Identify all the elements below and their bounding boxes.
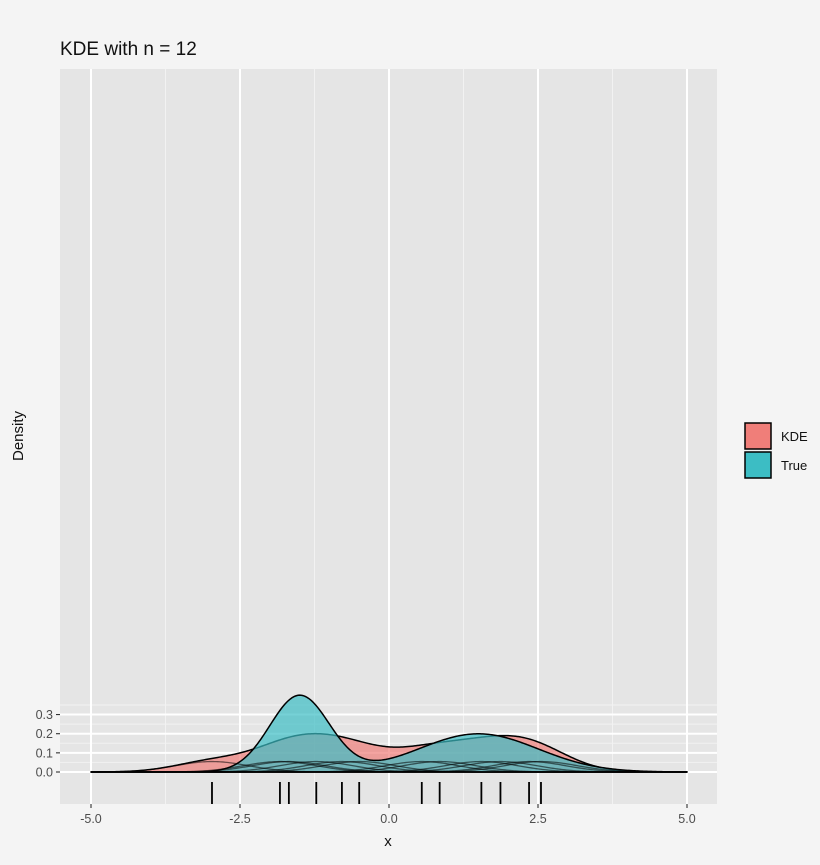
x-tick-label: -2.5 xyxy=(229,812,251,826)
y-tick-label: 0.2 xyxy=(36,727,53,741)
kernel-curve xyxy=(91,760,687,773)
y-axis-title: Density xyxy=(10,410,27,461)
x-axis-title: x xyxy=(384,833,392,850)
y-tick-label: 0.0 xyxy=(36,766,53,780)
x-tick-label: 2.5 xyxy=(529,812,546,826)
y-tick-label: 0.3 xyxy=(36,708,53,722)
legend-label-kde: KDE xyxy=(781,429,808,444)
rug-marks xyxy=(211,782,542,804)
legend-key-kde xyxy=(744,422,772,450)
y-axis: 0.0 0.1 0.2 0.3 xyxy=(36,708,60,780)
x-tick-label: 5.0 xyxy=(678,812,695,826)
x-tick-label: 0.0 xyxy=(380,812,397,826)
kernel-curves xyxy=(90,760,687,773)
x-axis: -5.0 -2.5 0.0 2.5 5.0 xyxy=(80,804,696,826)
chart-title: KDE with n = 12 xyxy=(60,39,197,60)
legend-label-true: True xyxy=(781,458,807,473)
x-tick-label: -5.0 xyxy=(80,812,102,826)
y-tick-label: 0.1 xyxy=(36,746,53,760)
legend: KDE True xyxy=(744,422,808,479)
legend-key-true xyxy=(744,451,772,479)
